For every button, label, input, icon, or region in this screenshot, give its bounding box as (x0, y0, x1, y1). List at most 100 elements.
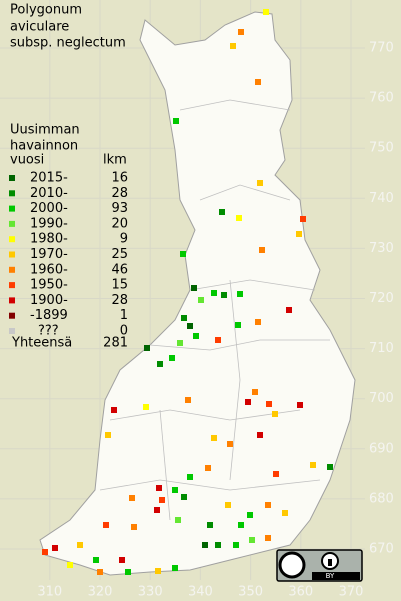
record-dot (255, 79, 261, 85)
legend-count: 93 (111, 201, 128, 216)
record-dot (252, 389, 258, 395)
grid-label: 310 (37, 585, 62, 600)
record-dot (103, 522, 109, 528)
legend-swatch (9, 297, 15, 304)
record-dot (257, 180, 263, 186)
record-dot (286, 307, 292, 313)
badge-strip (312, 572, 360, 580)
legend: 2015- 16 2010- 28 2000- 93 1990- 20 1980- 9 1970- 2… (9, 171, 128, 351)
grid-label: 720 (369, 291, 394, 306)
record-dot (235, 322, 241, 328)
record-dot (266, 401, 272, 407)
record-dot (105, 432, 111, 438)
record-dot (263, 9, 269, 15)
record-dot (273, 471, 279, 477)
legend-count: 28 (111, 293, 128, 308)
record-dot (185, 397, 191, 403)
record-dot (173, 118, 179, 124)
record-dot (97, 569, 103, 575)
record-dot (227, 441, 233, 447)
record-dot (249, 537, 255, 543)
legend-label: 1970- (30, 247, 68, 262)
record-dot (177, 340, 183, 346)
legend-label: 1980- (30, 232, 68, 247)
records (42, 9, 333, 575)
record-dot (187, 323, 193, 329)
record-dot (181, 315, 187, 321)
record-dot (157, 361, 163, 367)
record-dot (265, 502, 271, 508)
grid-label: 690 (369, 441, 394, 456)
record-dot (265, 535, 271, 541)
legend-count: 16 (111, 171, 128, 186)
record-dot (119, 557, 125, 563)
legend-label: 1960- (30, 262, 68, 277)
record-dot (169, 355, 175, 361)
record-dot (296, 231, 302, 237)
record-dot (236, 215, 242, 221)
legend-label: 1900- (30, 293, 68, 308)
total-label: Yhteensä (11, 336, 72, 351)
record-dot (282, 510, 288, 516)
record-dot (205, 465, 211, 471)
record-dot (215, 542, 221, 548)
record-dot (300, 216, 306, 222)
legend-count: 46 (111, 262, 128, 277)
legend-swatch (9, 266, 15, 273)
legend-count-heading: lkm (103, 153, 127, 168)
record-dot (202, 542, 208, 548)
badge-text: BY (326, 572, 335, 580)
by-icon-figure (328, 559, 332, 566)
legend-heading: vuosi (10, 153, 44, 168)
record-dot (211, 435, 217, 441)
record-dot (52, 545, 58, 551)
grid-label: 700 (369, 391, 394, 406)
legend-swatch (9, 190, 15, 197)
record-dot (93, 557, 99, 563)
record-dot (131, 524, 137, 530)
legend-swatch (9, 312, 15, 319)
legend-label: 1990- (30, 216, 68, 231)
record-dot (215, 337, 221, 343)
grid-label: 730 (369, 241, 394, 256)
legend-label: ??? (38, 324, 59, 339)
grid-label: 710 (369, 341, 394, 356)
record-dot (245, 399, 251, 405)
record-dot (272, 411, 278, 417)
legend-count: 1 (120, 308, 128, 323)
legend-heading: havainnon (10, 139, 78, 154)
record-dot (219, 209, 225, 215)
record-dot (111, 407, 117, 413)
grid-label: 350 (238, 585, 263, 600)
record-dot (155, 568, 161, 574)
legend-count: 20 (111, 216, 128, 231)
record-dot (172, 487, 178, 493)
record-dot (255, 319, 261, 325)
grid-label: 370 (339, 585, 364, 600)
legend-count: 28 (111, 186, 128, 201)
record-dot (211, 290, 217, 296)
record-dot (191, 285, 197, 291)
grid-label: 670 (369, 542, 394, 557)
record-dot (42, 549, 48, 555)
title: subsp. neglectum (10, 36, 126, 51)
grid-label: 680 (369, 491, 394, 506)
grid-label: 770 (369, 41, 394, 56)
grid-label: 760 (369, 91, 394, 106)
record-dot (237, 291, 243, 297)
grid-label: 320 (88, 585, 113, 600)
grid-label: 360 (288, 585, 313, 600)
record-dot (156, 485, 162, 491)
record-dot (247, 512, 253, 518)
legend-swatch (9, 205, 15, 212)
record-dot (159, 497, 165, 503)
legend-swatch (9, 220, 15, 227)
record-dot (230, 43, 236, 49)
legend-count: 25 (111, 247, 128, 262)
record-dot (225, 502, 231, 508)
region-borders (99, 99, 330, 521)
cc-icon (278, 551, 306, 579)
legend-swatch (9, 282, 15, 289)
record-dot (327, 464, 333, 470)
